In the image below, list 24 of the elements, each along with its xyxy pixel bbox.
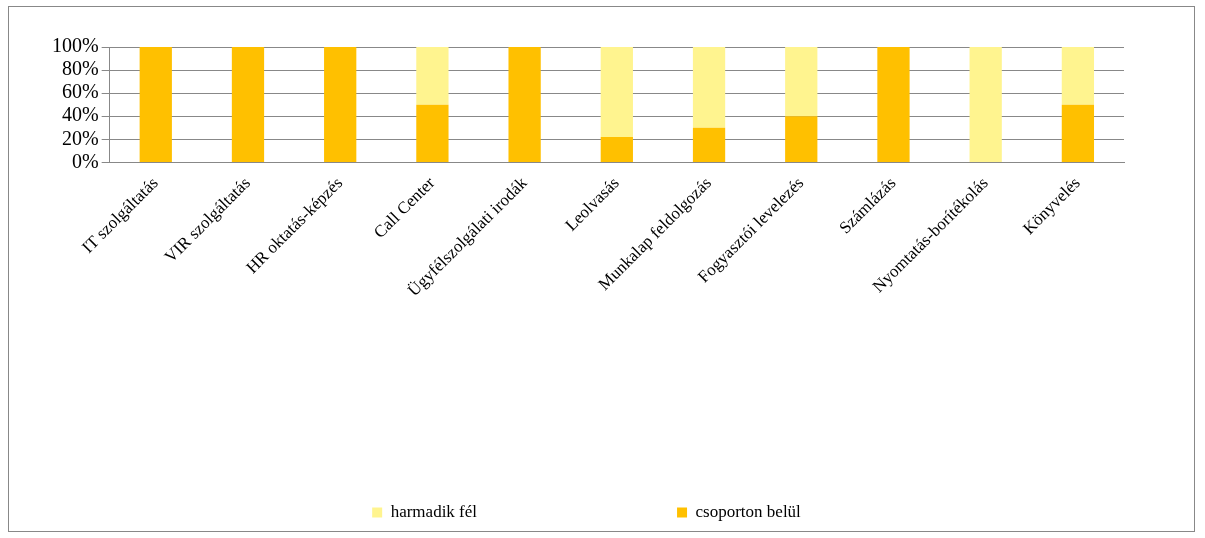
bar [324,47,357,162]
y-tick-label: 80% [61,57,99,80]
legend-label: csoporton belül [695,501,802,521]
bar [600,47,633,138]
y-tick-label: 20% [61,126,99,149]
bar [1061,104,1095,162]
bar [139,47,172,162]
bar [600,137,633,162]
y-tick-label: 60% [61,80,99,103]
bar [1061,47,1095,105]
bar [416,47,449,105]
y-tick-label: 0% [71,149,99,172]
y-tick-label: 40% [61,103,99,126]
bar [969,47,1002,162]
y-tick-label: 100% [51,34,99,57]
bar [785,116,818,162]
bar [416,104,449,162]
legend-label: harmadik fél [390,501,478,521]
bar [231,47,265,162]
bar [508,47,541,162]
bar [692,127,726,162]
bar [877,47,910,162]
bar [692,47,726,128]
bar [785,47,818,117]
